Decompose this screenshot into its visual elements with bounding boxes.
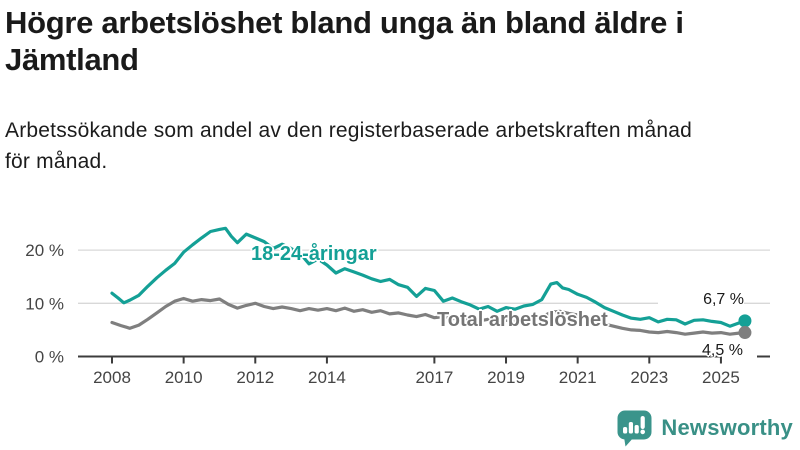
newsworthy-wordmark: Newsworthy [661,415,793,440]
x-tick-label-2025: 2025 [702,368,740,387]
newsworthy-logo[interactable]: Newsworthy [616,409,793,447]
series-end-dot-1 [738,326,752,340]
x-tick-label-2021: 2021 [559,368,597,387]
chart-subtitle: Arbetssökande som andel av den registerb… [5,115,775,177]
x-tick-label-2023: 2023 [630,368,668,387]
subtitle-line-2: för månad. [5,150,108,173]
y-tick-label-10: 10 % [25,294,64,313]
subtitle-line-1: Arbetssökande som andel av den registerb… [5,119,692,142]
y-tick-label-20: 20 % [25,241,64,260]
x-tick-label-2014: 2014 [308,368,346,387]
page-title: Högre arbetslöshet bland unga än bland ä… [5,4,797,78]
series-label-total: Total arbetslöshet [437,309,608,331]
end-value-label-total: 4,5 % [702,342,743,359]
x-tick-label-2010: 2010 [165,368,203,387]
newsworthy-bubble-barchart-icon [617,410,652,447]
x-tick-label-2017: 2017 [415,368,453,387]
y-tick-label-0: 0 % [35,348,64,367]
series-label-young: 18-24-åringar [251,243,377,265]
series-end-dot-0 [738,314,752,328]
title-line-1: Högre arbetslöshet bland unga än bland ä… [5,5,684,40]
x-tick-label-2008: 2008 [93,368,131,387]
series-line-0 [110,226,747,328]
title-line-2: Jämtland [5,42,139,77]
x-tick-label-2019: 2019 [487,368,525,387]
end-value-label-young: 6,7 % [658,290,744,309]
x-tick-label-2012: 2012 [236,368,274,387]
series-line-1 [110,296,747,336]
